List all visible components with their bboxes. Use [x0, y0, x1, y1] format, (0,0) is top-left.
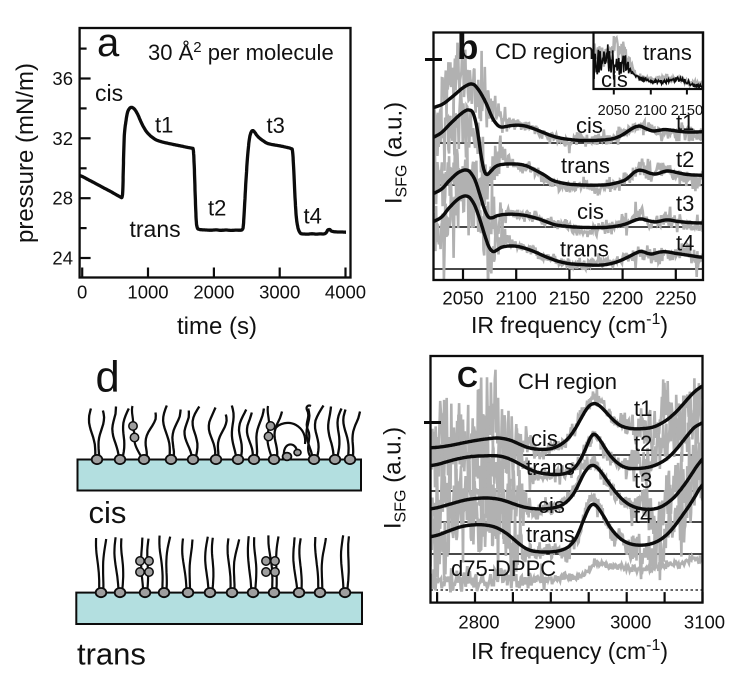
svg-text:2100: 2100 [635, 103, 667, 119]
svg-text:t1: t1 [634, 396, 652, 421]
svg-text:cis: cis [577, 199, 604, 224]
svg-text:cis: cis [538, 493, 565, 518]
svg-text:t2: t2 [676, 147, 694, 172]
svg-text:cis: cis [531, 426, 558, 451]
svg-text:3000: 3000 [259, 282, 300, 303]
svg-text:2050: 2050 [598, 103, 630, 119]
svg-text:32: 32 [52, 128, 73, 149]
svg-text:C: C [457, 362, 478, 394]
svg-text:28: 28 [52, 188, 73, 209]
svg-text:trans: trans [561, 153, 610, 178]
svg-text:d75-DPPC: d75-DPPC [451, 556, 556, 581]
svg-text:2900: 2900 [534, 612, 575, 633]
svg-text:2150: 2150 [671, 103, 703, 119]
svg-text:CD region: CD region [495, 39, 594, 64]
svg-text:t2: t2 [208, 196, 226, 221]
svg-text:trans: trans [77, 637, 146, 672]
svg-text:t3: t3 [267, 113, 285, 138]
svg-text:t4: t4 [304, 204, 322, 229]
svg-text:trans: trans [643, 40, 692, 65]
svg-text:0: 0 [77, 282, 87, 303]
svg-text:t4: t4 [634, 503, 652, 528]
svg-text:2200: 2200 [602, 288, 643, 309]
svg-text:4000: 4000 [325, 282, 366, 303]
svg-text:2800: 2800 [458, 612, 499, 633]
svg-text:24: 24 [52, 248, 73, 269]
svg-text:t1: t1 [155, 113, 173, 138]
svg-text:pressure (mN/m): pressure (mN/m) [12, 63, 39, 243]
svg-text:36: 36 [52, 68, 73, 89]
svg-text:IR frequency (cm-1): IR frequency (cm-1) [471, 637, 668, 664]
svg-text:2150: 2150 [549, 288, 590, 309]
svg-text:3000: 3000 [610, 612, 651, 633]
svg-text:1000: 1000 [127, 282, 168, 303]
svg-text:2050: 2050 [442, 288, 483, 309]
svg-text:ISFG (a.u.): ISFG (a.u.) [381, 102, 411, 204]
svg-text:trans: trans [130, 216, 181, 242]
svg-text:b: b [457, 28, 478, 67]
svg-text:cis: cis [601, 67, 628, 92]
svg-text:ISFG (a.u.): ISFG (a.u.) [380, 427, 410, 529]
svg-text:trans: trans [560, 237, 609, 262]
svg-text:trans: trans [526, 455, 575, 480]
svg-text:t2: t2 [634, 431, 652, 456]
svg-text:t1: t1 [676, 110, 694, 135]
svg-text:t3: t3 [676, 191, 694, 216]
svg-text:t4: t4 [676, 231, 694, 256]
svg-text:a: a [97, 21, 120, 65]
svg-text:2250: 2250 [655, 288, 696, 309]
svg-text:CH region: CH region [518, 369, 617, 394]
svg-text:2100: 2100 [496, 288, 537, 309]
svg-text:2000: 2000 [193, 282, 234, 303]
svg-text:t3: t3 [634, 468, 652, 493]
svg-text:time (s): time (s) [177, 313, 257, 340]
svg-text:trans: trans [526, 522, 575, 547]
svg-text:cis: cis [89, 495, 127, 530]
svg-text:d: d [96, 354, 120, 402]
svg-text:cis: cis [95, 80, 123, 106]
svg-text:cis: cis [576, 113, 603, 138]
svg-text:30 Å2 per molecule: 30 Å2 per molecule [148, 39, 334, 65]
svg-text:3100: 3100 [684, 612, 725, 633]
svg-text:IR frequency (cm-1): IR frequency (cm-1) [471, 311, 668, 338]
